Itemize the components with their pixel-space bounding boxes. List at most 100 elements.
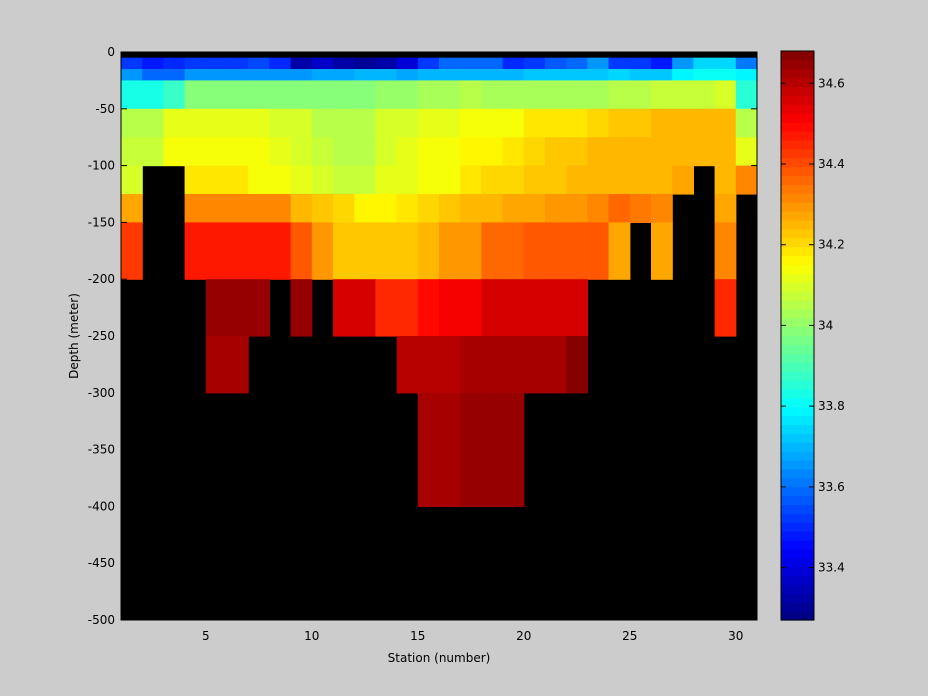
heatmap-cell bbox=[121, 194, 143, 223]
heatmap-cell bbox=[269, 69, 292, 81]
heatmap-cell bbox=[460, 137, 482, 167]
heatmap-cell bbox=[184, 80, 207, 110]
heatmap-cell bbox=[417, 392, 440, 507]
colorbar-band bbox=[781, 255, 814, 265]
colorbar-tick-label: 33.4 bbox=[818, 561, 845, 575]
heatmap-cell bbox=[269, 222, 292, 280]
heatmap-cell bbox=[121, 80, 143, 110]
heatmap-cell bbox=[651, 69, 673, 81]
colorbar-band bbox=[781, 557, 814, 568]
heatmap-cell bbox=[608, 57, 631, 70]
heatmap-cell bbox=[460, 165, 482, 195]
heatmap-cell bbox=[502, 392, 525, 507]
colorbar-tick-label: 34.6 bbox=[818, 76, 845, 90]
y-tick-label: -500 bbox=[88, 613, 115, 627]
heatmap-cell bbox=[545, 137, 567, 167]
heatmap-cell bbox=[545, 279, 567, 337]
heatmap-cell bbox=[184, 69, 207, 81]
heatmap-cell bbox=[396, 57, 419, 70]
heatmap-cell bbox=[523, 80, 546, 110]
y-tick-label: -200 bbox=[88, 272, 115, 286]
heatmap-cell bbox=[439, 392, 461, 507]
heatmap-cell bbox=[227, 57, 249, 70]
heatmap-cell bbox=[417, 69, 440, 81]
heatmap-cell bbox=[333, 222, 355, 280]
x-axis-label: Station (number) bbox=[388, 651, 491, 665]
colorbar-band bbox=[781, 86, 814, 97]
colorbar-band bbox=[781, 308, 814, 319]
heatmap-cell bbox=[227, 69, 249, 81]
colorbar-band bbox=[781, 335, 814, 345]
y-tick-label: 0 bbox=[107, 45, 115, 59]
heatmap-cell bbox=[354, 108, 376, 138]
heatmap-cell bbox=[481, 69, 504, 81]
heatmap-cell bbox=[333, 194, 355, 223]
heatmap-cell bbox=[566, 165, 588, 195]
heatmap-cell bbox=[460, 57, 482, 70]
heatmap-cell bbox=[502, 69, 525, 81]
colorbar-band bbox=[781, 486, 814, 497]
heatmap-cell bbox=[439, 165, 461, 195]
heatmap-cell bbox=[121, 57, 143, 70]
heatmap-cell bbox=[566, 279, 588, 337]
colorbar-band bbox=[781, 193, 814, 203]
heatmap-cell bbox=[608, 137, 631, 167]
colorbar-band bbox=[781, 451, 814, 461]
heatmap-cell bbox=[396, 279, 419, 337]
colorbar: 33.4 33.6 33.8 34 34.2 34.4 34.6 bbox=[780, 50, 845, 621]
heatmap-cell bbox=[290, 69, 313, 81]
heatmap-cell bbox=[184, 194, 207, 223]
heatmap-cell bbox=[608, 69, 631, 81]
heatmap-cell bbox=[311, 165, 334, 195]
heatmap-cell bbox=[481, 392, 504, 507]
heatmap-cell bbox=[311, 137, 334, 167]
heatmap-cell bbox=[460, 80, 482, 110]
heatmap-cell bbox=[651, 108, 673, 138]
colorbar-band bbox=[781, 397, 814, 408]
colorbar-band bbox=[781, 131, 814, 141]
heatmap-cell bbox=[227, 165, 249, 195]
heatmap-cell bbox=[439, 336, 461, 394]
heatmap-cell bbox=[439, 80, 461, 110]
heatmap-cell bbox=[545, 222, 567, 280]
heatmap-cell bbox=[184, 222, 207, 280]
heatmap-cell bbox=[566, 69, 588, 81]
colorbar-band bbox=[781, 513, 814, 523]
heatmap-cell bbox=[523, 108, 546, 138]
heatmap-cell bbox=[439, 57, 461, 70]
heatmap-cell bbox=[693, 80, 716, 110]
heatmap-cell bbox=[523, 69, 546, 81]
heatmap-cell bbox=[439, 194, 461, 223]
heatmap-cell bbox=[375, 137, 398, 167]
heatmap-cell bbox=[523, 222, 546, 280]
heatmap-cell bbox=[121, 222, 143, 280]
colorbar-band bbox=[781, 575, 814, 586]
colorbar-tick-label: 34.2 bbox=[818, 238, 845, 252]
heatmap-cell bbox=[481, 108, 504, 138]
heatmap-cell bbox=[375, 108, 398, 138]
colorbar-band bbox=[781, 291, 814, 301]
heatmap-cell bbox=[587, 137, 610, 167]
heatmap-cell bbox=[417, 279, 440, 337]
heatmap-cell bbox=[502, 336, 525, 394]
heatmap-cell bbox=[566, 194, 588, 223]
heatmap-cell bbox=[354, 69, 376, 81]
y-tick-label: -250 bbox=[88, 329, 115, 343]
heatmap-cell bbox=[248, 279, 270, 337]
heatmap-cell bbox=[163, 108, 186, 138]
heatmap-cell bbox=[396, 108, 419, 138]
colorbar-bands bbox=[781, 51, 814, 621]
heatmap-cell bbox=[439, 137, 461, 167]
heatmap-cell bbox=[545, 194, 567, 223]
heatmap-cell bbox=[205, 165, 228, 195]
heatmap-cell bbox=[545, 165, 567, 195]
heatmap-cell bbox=[248, 69, 270, 81]
colorbar-band bbox=[781, 264, 814, 274]
heatmap-cell bbox=[227, 279, 249, 337]
heatmap-cell bbox=[269, 80, 292, 110]
colorbar-band bbox=[781, 326, 814, 337]
heatmap-cell bbox=[248, 137, 270, 167]
heatmap-cell bbox=[651, 222, 673, 280]
heatmap-cell bbox=[121, 165, 143, 195]
heatmap-cell bbox=[502, 165, 525, 195]
